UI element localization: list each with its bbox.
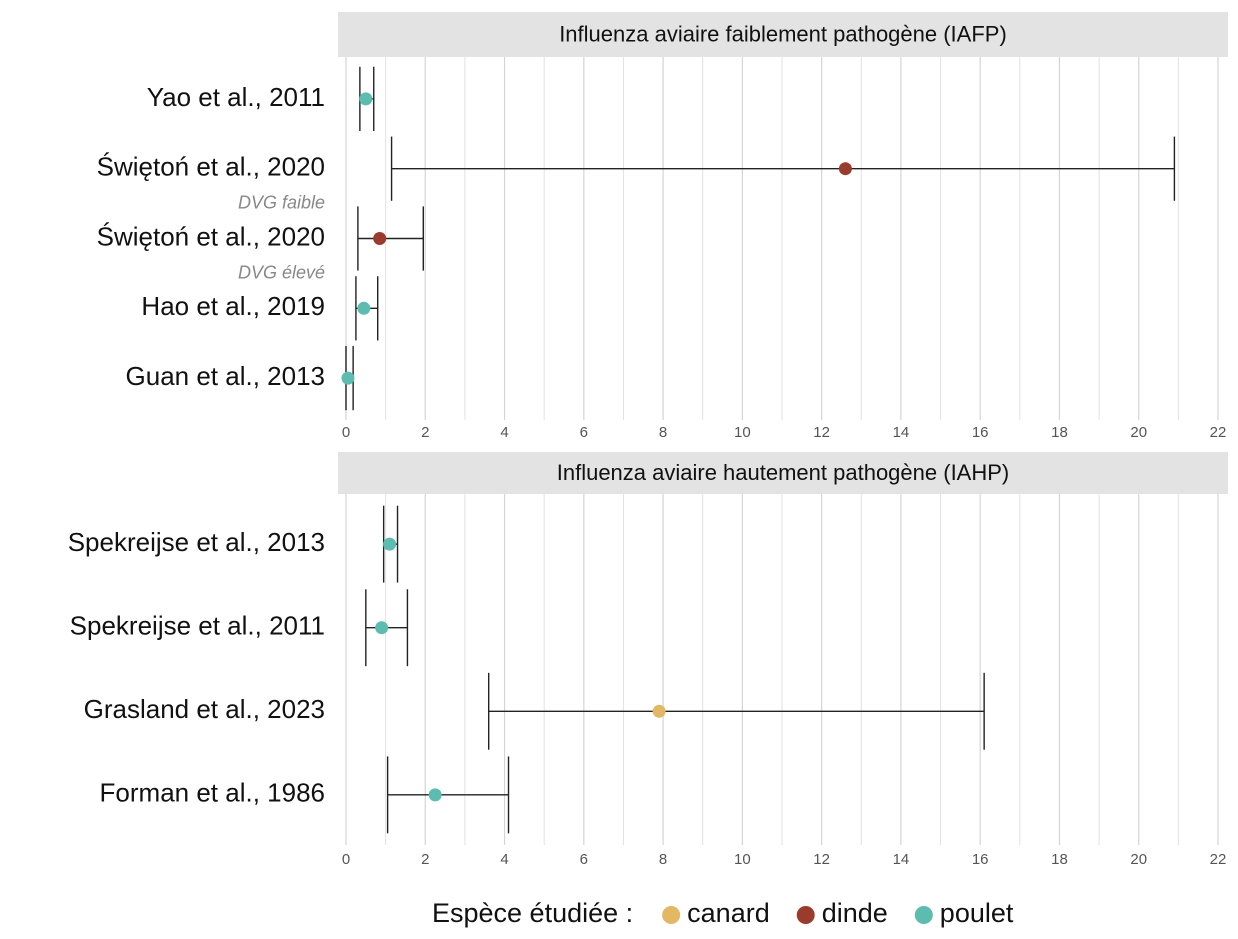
x-tick-label: 14 [893, 851, 910, 868]
panel-title: Influenza aviaire faiblement pathogène (… [559, 21, 1007, 46]
x-tick-label: 20 [1130, 424, 1147, 441]
x-tick-label: 18 [1051, 424, 1068, 441]
legend-marker [796, 906, 815, 924]
strip [338, 12, 1228, 57]
x-tick-label: 12 [813, 424, 830, 441]
x-tick-label: 6 [580, 424, 588, 441]
x-tick-label: 4 [500, 851, 508, 868]
x-tick-label: 18 [1051, 851, 1068, 868]
sublabel: DVG élevé [238, 262, 325, 282]
legend-label: poulet [940, 898, 1014, 928]
legend-title: Espèce étudiée : [432, 898, 633, 928]
category-label: Hao et al., 2019 [141, 291, 325, 321]
panel-title: Influenza aviaire hautement pathogène (I… [557, 460, 1010, 485]
category-label: Spekreijse et al., 2011 [70, 611, 325, 641]
x-tick-label: 22 [1210, 424, 1227, 441]
x-tick-label: 8 [659, 424, 667, 441]
x-tick-label: 14 [893, 424, 910, 441]
sublabel: DVG faible [238, 192, 325, 212]
x-tick-label: 10 [734, 424, 751, 441]
point [359, 92, 373, 106]
category-label: Yao et al., 2011 [147, 82, 325, 112]
category-label: Guan et al., 2013 [126, 361, 325, 391]
x-tick-label: 8 [659, 851, 667, 868]
x-tick-label: 12 [813, 851, 830, 868]
x-tick-label: 10 [734, 851, 751, 868]
point [373, 232, 387, 245]
point [838, 162, 852, 176]
category-label: Spekreijse et al., 2013 [68, 527, 325, 557]
x-tick-label: 22 [1210, 851, 1227, 868]
x-tick-label: 6 [580, 851, 588, 868]
category-label: Forman et al., 1986 [100, 778, 325, 808]
x-tick-label: 2 [421, 851, 429, 868]
category-label: Świętoń et al., 2020 [97, 152, 325, 182]
legend-marker [914, 906, 933, 924]
point [383, 537, 397, 551]
point [652, 704, 666, 718]
x-tick-label: 0 [342, 424, 350, 441]
x-tick-label: 0 [342, 851, 350, 868]
strip [338, 452, 1228, 494]
category-label: Świętoń et al., 2020 [97, 221, 325, 251]
point [341, 371, 355, 385]
legend-label: canard [687, 898, 770, 928]
point [357, 301, 371, 315]
legend-marker [662, 906, 681, 924]
x-tick-label: 16 [972, 851, 989, 868]
x-tick-label: 4 [500, 424, 508, 441]
x-tick-label: 16 [972, 424, 989, 441]
legend-label: dinde [822, 898, 888, 928]
x-tick-label: 2 [421, 424, 429, 441]
x-tick-label: 20 [1130, 851, 1147, 868]
point [375, 621, 389, 635]
category-label: Grasland et al., 2023 [84, 694, 325, 724]
point [428, 788, 442, 802]
